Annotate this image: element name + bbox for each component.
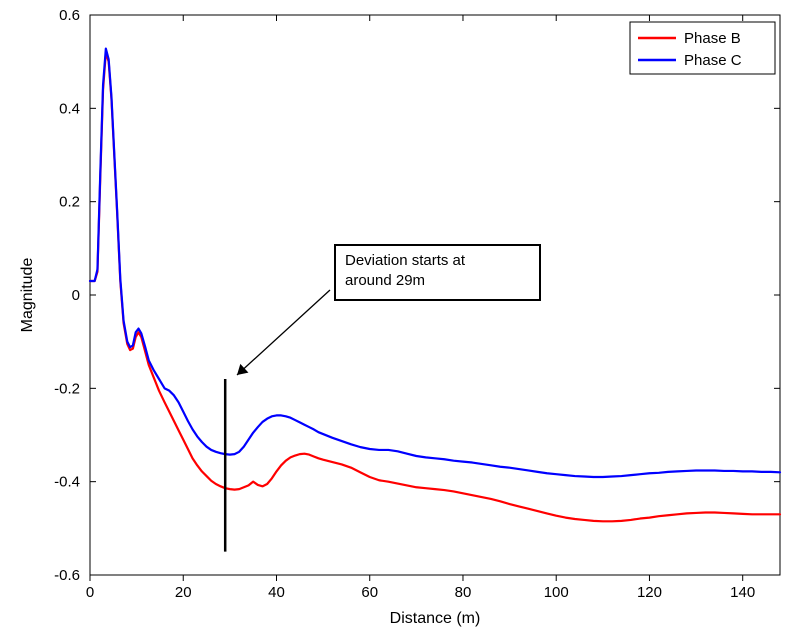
- y-tick-label: -0.2: [54, 380, 80, 397]
- y-tick-label: 0.2: [59, 194, 80, 211]
- x-tick-label: 80: [455, 584, 472, 601]
- y-tick-label: -0.4: [54, 474, 80, 491]
- x-tick-label: 120: [637, 584, 662, 601]
- legend-label: Phase B: [684, 30, 741, 47]
- y-tick-label: 0.4: [59, 100, 80, 117]
- x-tick-label: 100: [544, 584, 569, 601]
- y-axis-label: Magnitude: [19, 258, 36, 333]
- y-tick-label: 0: [72, 287, 80, 304]
- chart-container: 0 20 40 60 80 100 120 140 Distance (m) -0.6 -0.4 -0…: [0, 0, 795, 640]
- annotation-text: Deviation starts at: [345, 252, 466, 269]
- x-tick-label: 40: [268, 584, 285, 601]
- legend-label: Phase C: [684, 52, 742, 69]
- line-chart: 0 20 40 60 80 100 120 140 Distance (m) -0.6 -0.4 -0…: [0, 0, 795, 640]
- x-tick-label: 20: [175, 584, 192, 601]
- annotation-arrow: [237, 290, 330, 375]
- x-axis-label: Distance (m): [390, 610, 481, 627]
- annotation-text: around 29m: [345, 272, 425, 289]
- x-tick-label: 140: [730, 584, 755, 601]
- y-tick-label: -0.6: [54, 567, 80, 584]
- x-tick-label: 60: [361, 584, 378, 601]
- x-tick-label: 0: [86, 584, 94, 601]
- y-tick-label: 0.6: [59, 7, 80, 24]
